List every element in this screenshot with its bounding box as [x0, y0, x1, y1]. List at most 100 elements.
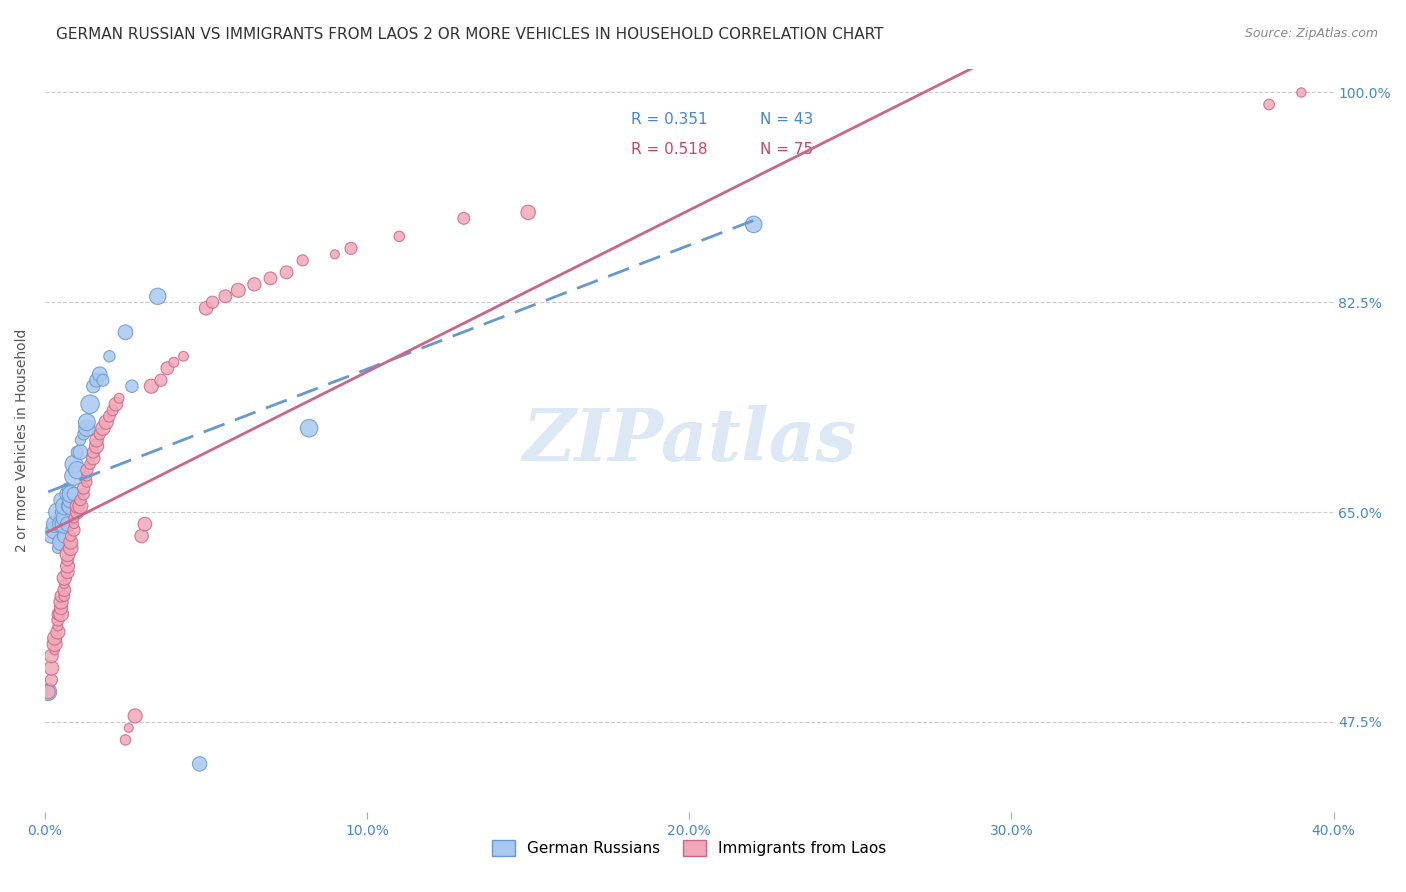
Point: [46, 613, 69, 627]
Point: [1291, 86, 1313, 100]
Legend: German Russians, Immigrants from Laos: German Russians, Immigrants from Laos: [484, 832, 894, 863]
Point: [56, 481, 79, 495]
Point: [56, 553, 79, 567]
Point: [388, 229, 411, 244]
Point: [41, 529, 63, 543]
Text: R = 0.518: R = 0.518: [631, 142, 707, 157]
Point: [298, 421, 321, 435]
Point: [59, 541, 82, 555]
Point: [53, 511, 76, 525]
Point: [149, 373, 172, 387]
Point: [44, 523, 66, 537]
Text: N = 75: N = 75: [761, 142, 813, 157]
Point: [59, 487, 82, 501]
Point: [89, 427, 111, 442]
Point: [134, 517, 156, 532]
Point: [141, 379, 163, 393]
Point: [53, 499, 76, 513]
Point: [131, 529, 153, 543]
Point: [72, 481, 94, 495]
Point: [86, 373, 108, 387]
Text: Source: ZipAtlas.com: Source: ZipAtlas.com: [1244, 27, 1378, 40]
Point: [63, 517, 86, 532]
Point: [46, 619, 69, 633]
Point: [53, 517, 76, 532]
Point: [63, 469, 86, 483]
Point: [76, 421, 98, 435]
Point: [82, 445, 104, 459]
Point: [59, 535, 82, 549]
Point: [121, 379, 143, 393]
Point: [742, 218, 765, 232]
Point: [69, 493, 91, 508]
Text: GERMAN RUSSIAN VS IMMIGRANTS FROM LAOS 2 OR MORE VEHICLES IN HOUSEHOLD CORRELATI: GERMAN RUSSIAN VS IMMIGRANTS FROM LAOS 2…: [56, 27, 884, 42]
Point: [156, 361, 179, 376]
Point: [82, 451, 104, 466]
Point: [214, 289, 236, 303]
Point: [118, 721, 141, 735]
Point: [79, 457, 101, 471]
Point: [41, 673, 63, 687]
Point: [41, 648, 63, 663]
Point: [195, 301, 218, 316]
Point: [59, 529, 82, 543]
Point: [98, 409, 121, 424]
Point: [69, 445, 91, 459]
Point: [340, 241, 363, 255]
Point: [53, 577, 76, 591]
Point: [66, 499, 89, 513]
Point: [124, 709, 146, 723]
Point: [49, 601, 72, 615]
Point: [91, 421, 114, 435]
Point: [104, 397, 127, 411]
Point: [98, 349, 121, 363]
Point: [259, 271, 281, 285]
Point: [49, 493, 72, 508]
Point: [46, 505, 69, 519]
Point: [66, 505, 89, 519]
Point: [82, 379, 104, 393]
Point: [46, 607, 69, 621]
Point: [201, 295, 224, 310]
Point: [108, 391, 131, 405]
Point: [56, 499, 79, 513]
Point: [44, 643, 66, 657]
Point: [163, 355, 186, 369]
Point: [323, 247, 346, 261]
Point: [56, 487, 79, 501]
Point: [44, 631, 66, 645]
Point: [66, 463, 89, 477]
Point: [96, 415, 118, 429]
Point: [76, 469, 98, 483]
Point: [59, 499, 82, 513]
Point: [44, 517, 66, 532]
Point: [63, 511, 86, 525]
Point: [53, 582, 76, 597]
Text: ZIPatlas: ZIPatlas: [522, 405, 856, 475]
Point: [79, 397, 101, 411]
Point: [46, 541, 69, 555]
Point: [56, 559, 79, 574]
Point: [56, 517, 79, 532]
Point: [49, 589, 72, 603]
Point: [114, 326, 136, 340]
Point: [86, 433, 108, 447]
Point: [56, 547, 79, 561]
Point: [173, 349, 195, 363]
Point: [243, 277, 266, 292]
Point: [76, 415, 98, 429]
Point: [86, 439, 108, 453]
Point: [41, 661, 63, 675]
Point: [49, 505, 72, 519]
Y-axis label: 2 or more Vehicles in Household: 2 or more Vehicles in Household: [15, 328, 30, 552]
Point: [114, 733, 136, 747]
Point: [453, 211, 475, 226]
Point: [63, 523, 86, 537]
Point: [1258, 97, 1281, 112]
Point: [63, 457, 86, 471]
Point: [72, 487, 94, 501]
Text: N = 43: N = 43: [761, 112, 813, 128]
Point: [76, 463, 98, 477]
Point: [63, 487, 86, 501]
Point: [276, 265, 298, 279]
